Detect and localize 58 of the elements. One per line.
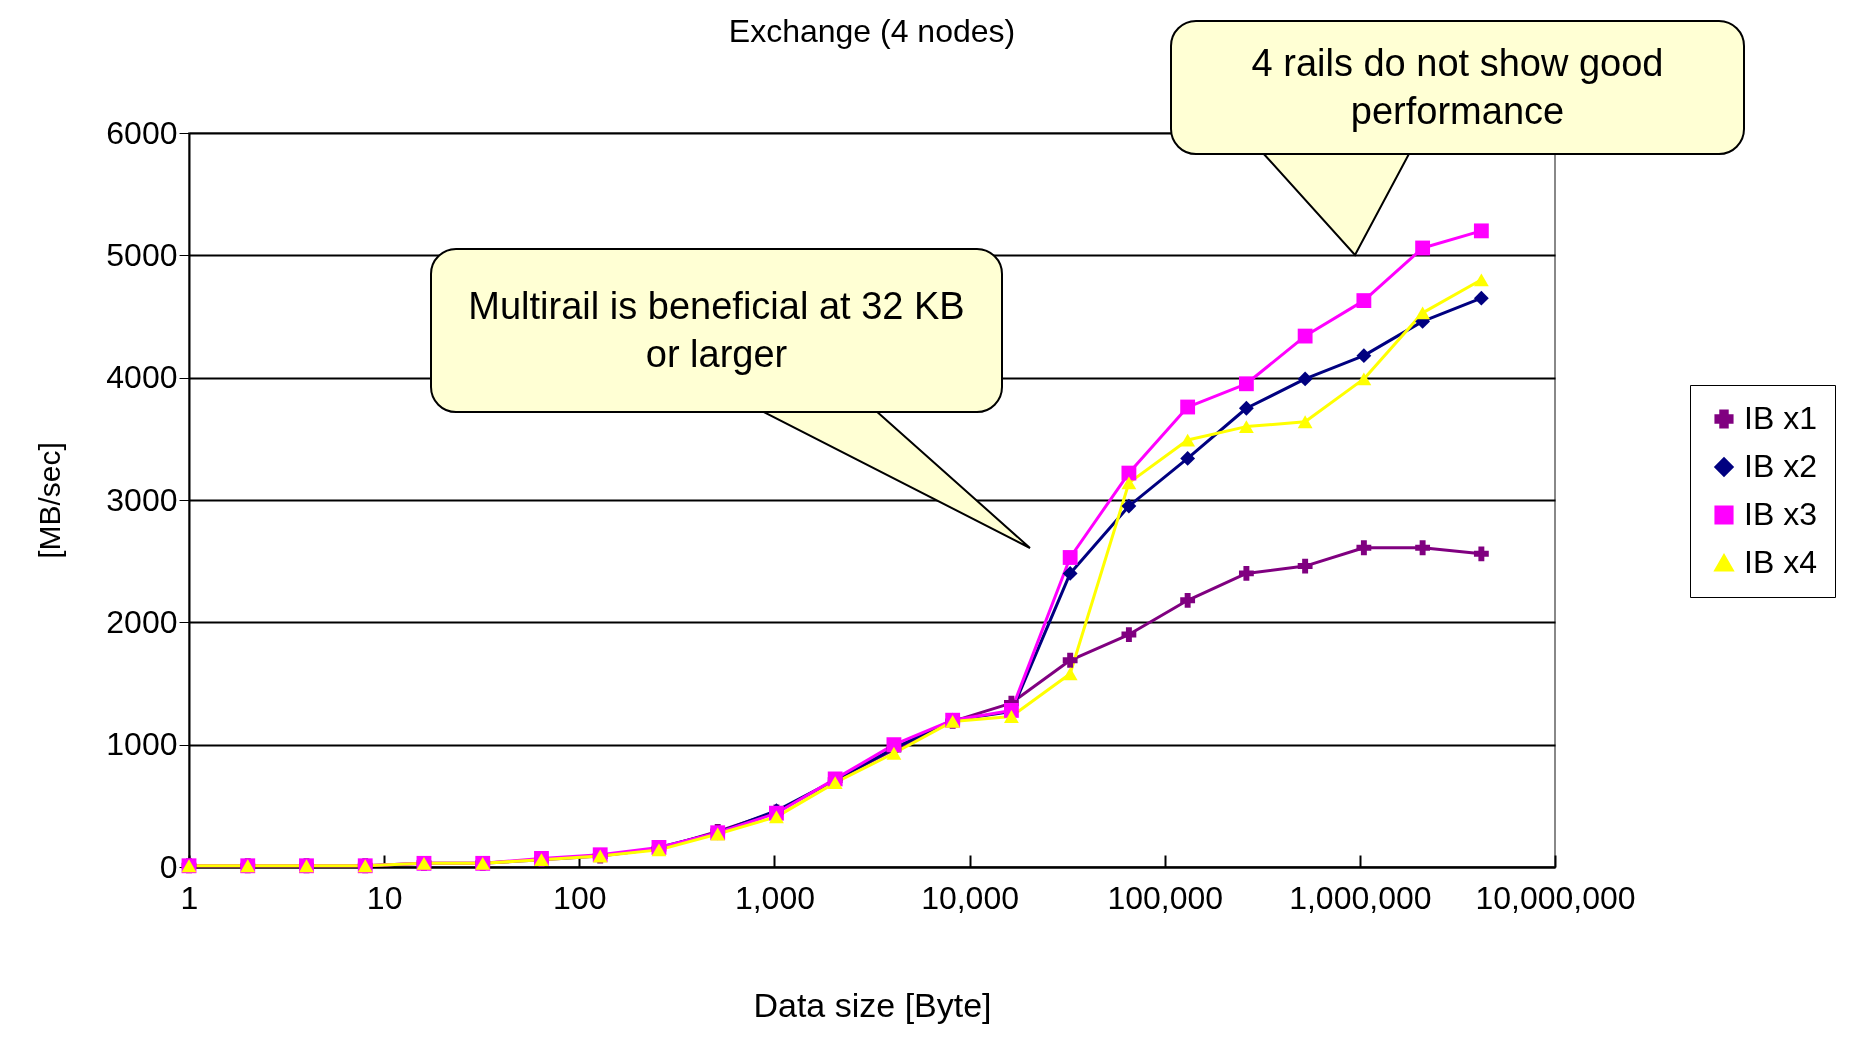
chart-title: Exchange (4 nodes) [728,13,1016,49]
point [1473,273,1489,287]
point [1238,400,1254,416]
x-tick-label: 10 [366,879,403,916]
legend-label: IB x1 [1744,400,1817,436]
x-axis-title: Data size [Byte] [753,985,992,1024]
point [1062,652,1078,668]
y-tick-label: 4000 [106,359,178,396]
point [1356,540,1372,556]
point [827,776,843,790]
point [1180,450,1196,466]
point [1356,348,1372,364]
point [1062,550,1078,565]
point [1415,240,1431,256]
x-tick-label: 100,000 [1107,879,1224,916]
x-tick-label: 1 [180,879,199,916]
point [1473,223,1489,239]
y-tick-label: 3000 [106,481,178,518]
point [1473,290,1489,306]
point [1180,592,1196,608]
point [1062,565,1078,581]
y-axis-title: [MB/sec] [33,442,67,559]
x-tick-label: 1,000,000 [1289,879,1432,916]
point [1297,371,1313,387]
point [769,810,784,824]
point [1297,415,1313,429]
point [1238,420,1254,434]
point [886,746,902,760]
point [1238,376,1254,392]
point [1473,546,1489,562]
legend-label: IB x4 [1744,544,1817,580]
point [1297,328,1313,344]
point [1062,667,1078,681]
legend-label: IB x2 [1744,448,1817,484]
point [1004,710,1019,723]
point [1238,565,1254,581]
point [1121,476,1137,490]
point [1297,558,1313,574]
x-tick-label: 10,000 [921,879,1020,916]
point [1180,433,1196,447]
y-tick-label: 5000 [106,236,178,273]
x-tick-label: 100 [553,879,607,916]
annotation: Multirail is beneficial at 32 KB or larger [430,248,1003,413]
point [1415,306,1431,320]
point [1180,399,1196,415]
y-tick-label: 0 [159,848,178,885]
x-tick-label: 1,000 [734,879,815,916]
x-tick-label: 10,000,000 [1475,879,1636,916]
point [1356,372,1372,386]
y-tick-label: 1000 [106,726,178,763]
point [1121,465,1137,481]
y-tick-label: 2000 [106,603,178,640]
point [1356,293,1372,309]
y-tick-label: 6000 [106,114,178,151]
legend-label: IB x3 [1744,496,1817,532]
point [1121,627,1137,642]
point [1415,540,1431,556]
point [1121,498,1137,514]
